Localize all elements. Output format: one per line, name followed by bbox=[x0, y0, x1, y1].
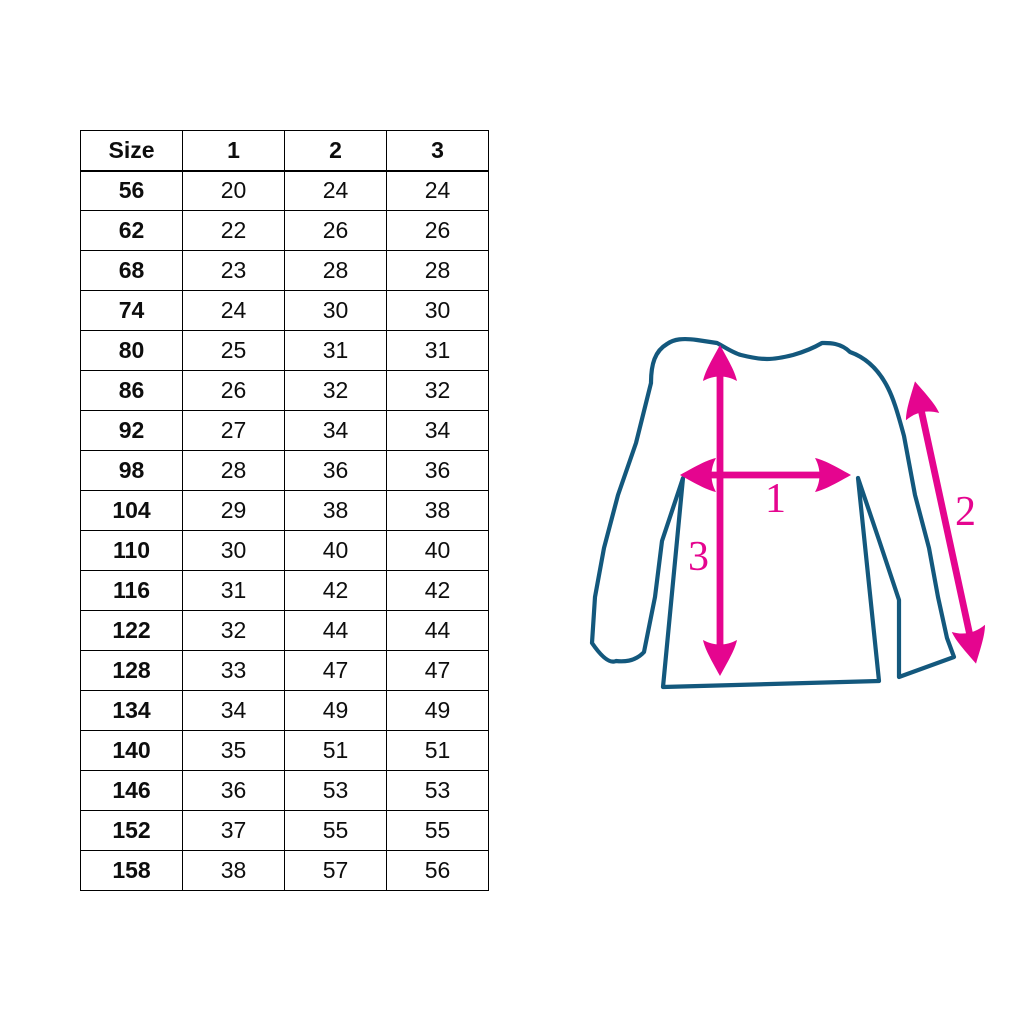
svg-text:2: 2 bbox=[955, 489, 976, 535]
svg-text:3: 3 bbox=[688, 534, 709, 580]
svg-text:1: 1 bbox=[765, 476, 786, 522]
